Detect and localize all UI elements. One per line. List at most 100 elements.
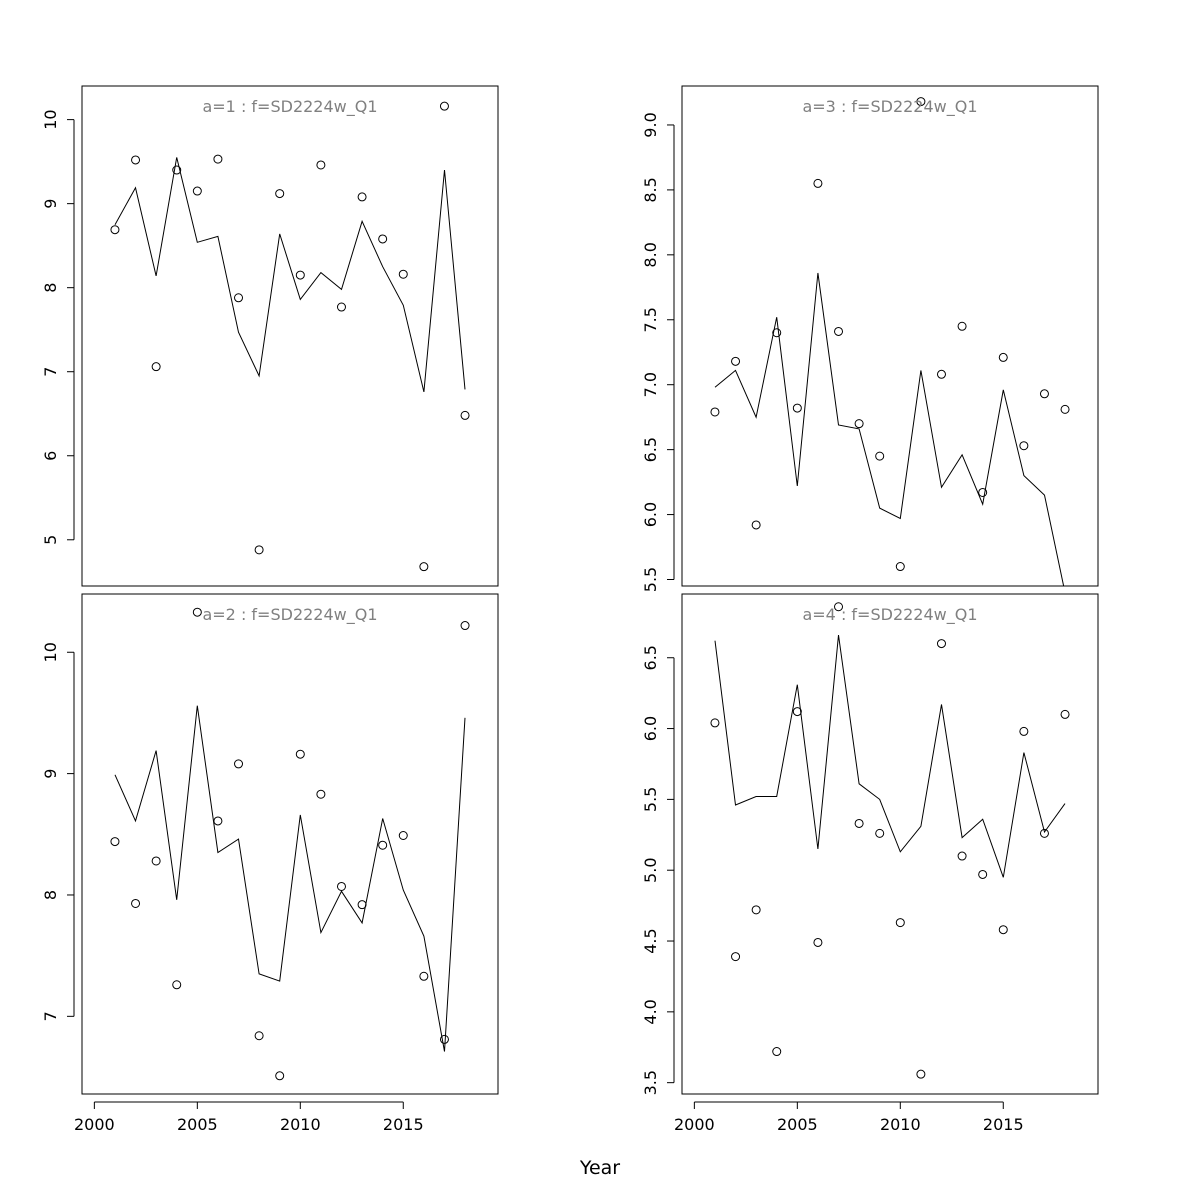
observed-point [460,410,470,420]
observed-point [998,352,1008,362]
observed-point [192,607,202,617]
observed-point [336,881,346,891]
observed-point [978,869,988,879]
observed-point [813,178,823,188]
observed-point [875,828,885,838]
observed-point [295,270,305,280]
x-tick-label: 2005 [777,1115,818,1134]
observed-point [1060,709,1070,719]
fitted-line [114,157,466,393]
panel-title: a=1 : f=SD2224w_Q1 [202,97,377,117]
observed-point [398,269,408,279]
observed-point [1019,441,1029,451]
observed-point [295,749,305,759]
observed-point [916,97,926,107]
fitted-line [114,705,466,1052]
plot-frame [81,593,499,1095]
y-tick-label: 9 [41,199,60,209]
observed-point [131,155,141,165]
observed-point [192,186,202,196]
observed-point [710,407,720,417]
panel-4: 3.5 4.0 4.5 5.0 5.5 6.0 6.5 2000 2005 2010 2015 a=4… [641,593,1099,1134]
observed-point [792,403,802,413]
y-tick-label: 7 [41,367,60,377]
y-tick-label: 7 [41,1011,60,1021]
plot-frame [681,85,1099,587]
y-tick-label: 8 [41,890,60,900]
observed-point [936,639,946,649]
observed-point [834,326,844,336]
observed-point [1039,828,1049,838]
data-marks [110,607,470,1081]
observed-point [275,1071,285,1081]
x-tick-label: 2005 [177,1115,218,1134]
y-tick-label: 7.0 [641,372,660,397]
panel-2: 5.5 6.0 6.5 7.0 7.5 8.0 8.5 9.0 a=3 : f=SD2224w_… [641,85,1099,592]
data-marks [710,602,1070,1079]
y-tick-label: 6.5 [641,645,660,670]
observed-point [254,545,264,555]
x-tick-label: 2015 [983,1115,1024,1134]
observed-point [813,937,823,947]
observed-point [172,980,182,990]
observed-point [1039,389,1049,399]
x-tick-label: 2015 [383,1115,424,1134]
observed-point [357,192,367,202]
panel-1: 5 6 7 8 9 10 a=1 : f=SD2224w_Q1 [41,85,499,587]
observed-point [316,160,326,170]
observed-point [731,356,741,366]
observed-point [1019,726,1029,736]
y-tick-label: 6.0 [641,502,660,527]
chart-panels: 5 6 7 8 9 10 a=1 : f=SD2224w_Q1 5.5 6.0 6.5 7.0 7.5… [41,85,1099,1134]
y-tick-label: 4.5 [641,928,660,953]
observed-point [978,487,988,497]
y-tick-label: 9 [41,769,60,779]
y-tick-label: 6.0 [641,716,660,741]
observed-point [875,451,885,461]
y-tick-label: 6.5 [641,437,660,462]
observed-point [834,602,844,612]
y-tick-label: 5.0 [641,857,660,882]
observed-point [316,789,326,799]
observed-point [772,328,782,338]
x-tick-label: 2000 [74,1115,115,1134]
observed-point [378,234,388,244]
observed-point [151,362,161,372]
observed-point [772,1047,782,1057]
observed-point [710,718,720,728]
data-marks [110,101,470,572]
plot-frame [81,85,499,587]
observed-point [460,621,470,631]
x-axis-label: Year [579,1157,620,1179]
data-marks [710,97,1070,586]
observed-point [151,856,161,866]
observed-point [419,971,429,981]
y-tick-label: 4.0 [641,999,660,1024]
observed-point [439,1034,449,1044]
observed-point [1060,404,1070,414]
panel-title: a=3 : f=SD2224w_Q1 [802,97,977,117]
observed-point [731,952,741,962]
observed-point [854,419,864,429]
observed-point [751,520,761,530]
observed-point [234,759,244,769]
observed-point [751,905,761,915]
observed-point [439,101,449,111]
observed-point [957,851,967,861]
observed-point [213,816,223,826]
observed-point [957,321,967,331]
observed-point [895,562,905,572]
y-tick-label: 5.5 [641,567,660,592]
y-tick-label: 5 [41,535,60,545]
observed-point [357,900,367,910]
observed-point [110,837,120,847]
observed-point [110,225,120,235]
observed-point [336,302,346,312]
y-tick-label: 8.5 [641,177,660,202]
y-tick-label: 10 [41,109,60,129]
y-tick-label: 6 [41,451,60,461]
plot-frame [681,593,1099,1095]
y-tick-label: 10 [41,642,60,662]
y-tick-label: 5.5 [641,787,660,812]
